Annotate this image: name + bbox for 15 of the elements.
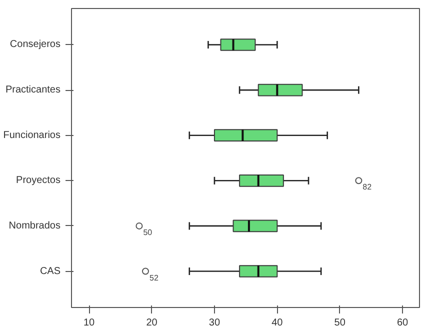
annotation: 52 bbox=[149, 273, 159, 282]
y-tick-label: Practicantes bbox=[5, 84, 61, 96]
y-tick-label: Proyectos bbox=[16, 175, 61, 186]
x-tick-label: 10 bbox=[83, 318, 96, 328]
y-tick-label: CAS bbox=[40, 266, 61, 277]
annotation: 50 bbox=[143, 228, 153, 237]
y-tick-label: Nombrados bbox=[8, 220, 61, 232]
x-tick-label: 60 bbox=[397, 318, 409, 328]
x-tick-label: 20 bbox=[146, 318, 158, 328]
annotation: 82 bbox=[362, 182, 372, 192]
y-tick-label: Funcionarios bbox=[3, 130, 61, 141]
y-tick-label: Consejeros bbox=[10, 39, 61, 50]
x-tick-label: 30 bbox=[208, 318, 220, 328]
x-tick-label: 40 bbox=[272, 318, 284, 328]
x-tick-label: 50 bbox=[334, 318, 346, 328]
